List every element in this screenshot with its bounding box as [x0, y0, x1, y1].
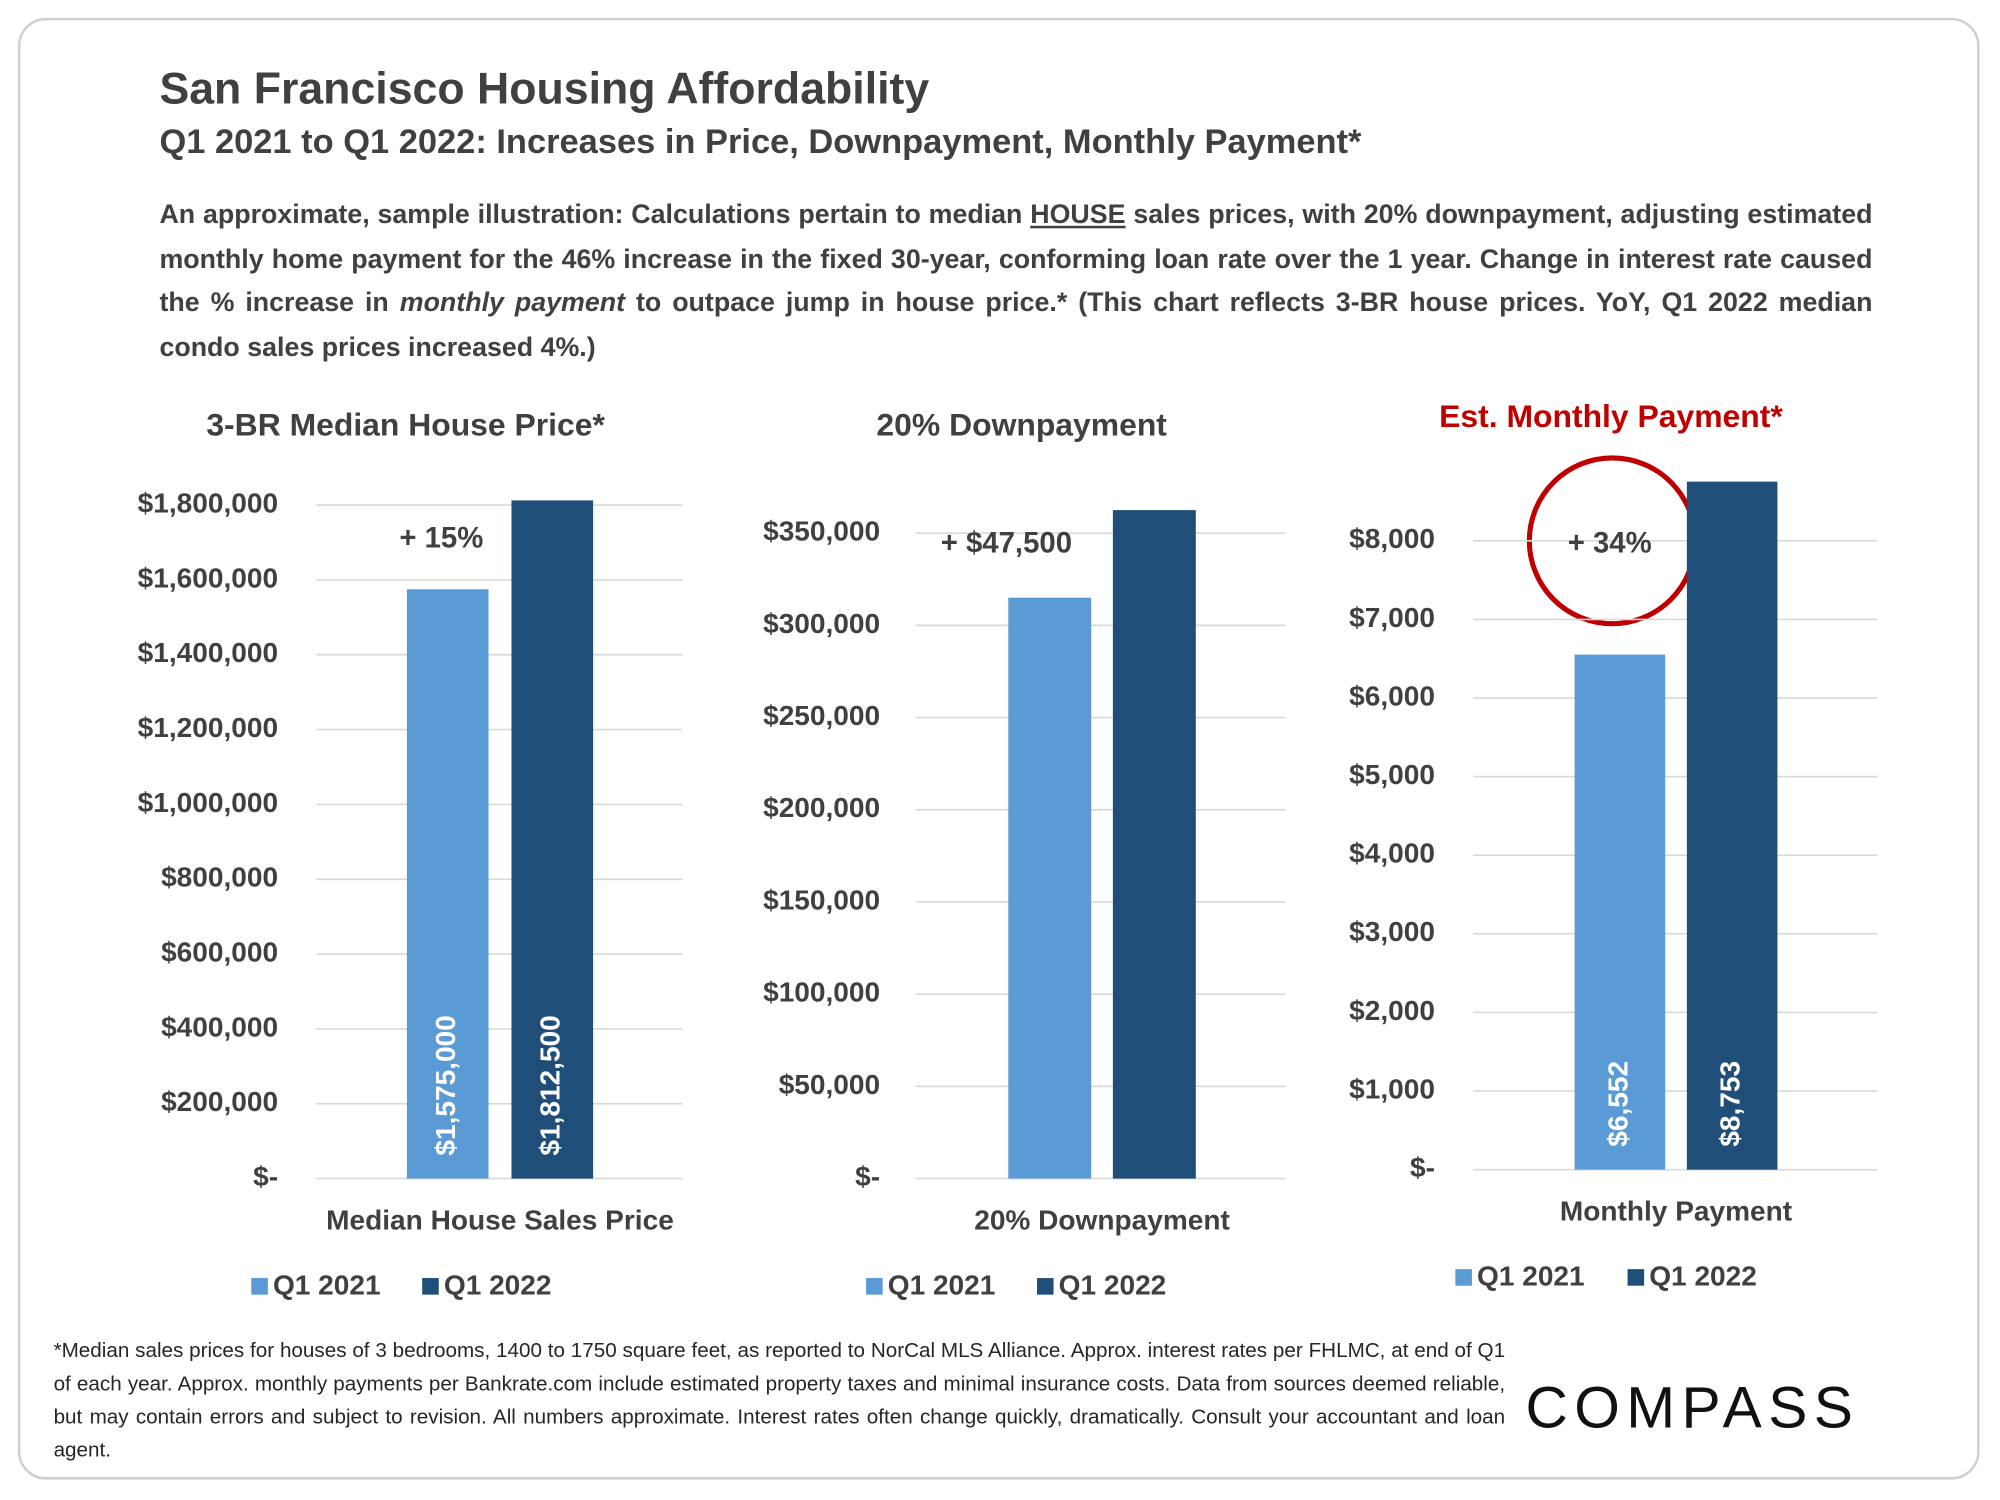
y-tick-label: $1,200,000 [138, 712, 278, 743]
bar [1112, 510, 1196, 1179]
y-tick-label: $1,000,000 [138, 787, 278, 818]
y-tick-label: $50,000 [779, 1069, 880, 1100]
y-tick-label: $8,000 [1349, 523, 1435, 554]
y-tick-label: $4,000 [1349, 838, 1435, 869]
page-title: San Francisco Housing Affordability [159, 63, 930, 114]
y-tick-label: $- [855, 1161, 880, 1192]
chart-title: 3-BR Median House Price* [206, 407, 605, 443]
y-tick-label: $6,000 [1349, 680, 1435, 711]
value-label: $1,812,500 [535, 1015, 566, 1155]
y-tick-label: $7,000 [1349, 602, 1435, 633]
x-category-label: 20% Downpayment [974, 1204, 1230, 1235]
legend-swatch [1036, 1278, 1054, 1295]
description-text: An approximate, sample illustration: Cal… [159, 200, 1031, 230]
annotation: + $47,500 [941, 526, 1072, 559]
value-label: $8,753 [1715, 1061, 1746, 1147]
y-tick-label: $1,400,000 [138, 637, 278, 668]
y-tick-label: $400,000 [161, 1011, 278, 1042]
y-tick-label: $1,600,000 [138, 562, 278, 593]
bar [1574, 654, 1666, 1170]
page-subtitle: Q1 2021 to Q1 2022: Increases in Price, … [159, 122, 1362, 161]
x-category-label: Median House Sales Price [326, 1204, 674, 1235]
x-category-label: Monthly Payment [1560, 1195, 1792, 1226]
y-tick-label: $2,000 [1349, 995, 1435, 1026]
y-tick-label: $150,000 [763, 884, 880, 915]
y-tick-label: $3,000 [1349, 916, 1435, 947]
y-tick-label: $100,000 [763, 977, 880, 1008]
y-tick-label: $- [1410, 1152, 1435, 1183]
bar [1008, 597, 1092, 1179]
value-label: $6,552 [1602, 1061, 1633, 1147]
legend-swatch [1455, 1269, 1472, 1286]
description: An approximate, sample illustration: Cal… [159, 194, 1872, 370]
description-text: monthly payment [399, 288, 626, 318]
value-label: $1,575,000 [430, 1015, 461, 1155]
chart-title: Est. Monthly Payment* [1439, 398, 1783, 434]
chart-title: 20% Downpayment [876, 407, 1167, 443]
y-tick-label: $300,000 [763, 608, 880, 639]
bar [1686, 481, 1778, 1170]
description-text: to outpace jump in house price.* (This c… [159, 288, 1873, 362]
y-tick-label: $200,000 [161, 1086, 278, 1117]
legend-label: Q1 2022 [1059, 1269, 1167, 1300]
annotation: + 34% [1568, 526, 1652, 559]
legend-swatch [866, 1278, 883, 1295]
description-text: sales prices, with 20% downpayment, adju… [159, 200, 1873, 318]
y-tick-label: $200,000 [763, 792, 880, 823]
legend-label: Q1 2022 [1649, 1260, 1757, 1291]
legend-swatch [1627, 1269, 1645, 1286]
legend-label: Q1 2021 [888, 1269, 996, 1300]
bar [406, 589, 489, 1179]
logo: COMPASS [1525, 1373, 1860, 1441]
bar [511, 500, 594, 1179]
y-tick-label: $250,000 [763, 700, 880, 731]
legend-label: Q1 2022 [444, 1269, 552, 1300]
y-tick-label: $1,800,000 [138, 488, 278, 519]
y-tick-label: $1,000 [1349, 1073, 1435, 1104]
y-tick-label: $5,000 [1349, 759, 1435, 790]
footnote: *Median sales prices for houses of 3 bed… [53, 1339, 1506, 1462]
annotation: + 15% [399, 521, 483, 554]
legend-swatch [422, 1278, 439, 1295]
legend-label: Q1 2021 [1477, 1260, 1585, 1291]
y-tick-label: $600,000 [161, 936, 278, 967]
legend-label: Q1 2021 [273, 1269, 381, 1300]
y-tick-label: $- [253, 1161, 278, 1192]
legend-swatch [251, 1278, 268, 1295]
description-text: HOUSE [1030, 200, 1126, 230]
y-tick-label: $350,000 [763, 516, 880, 547]
y-tick-label: $800,000 [161, 862, 278, 893]
frame [17, 17, 1980, 1480]
